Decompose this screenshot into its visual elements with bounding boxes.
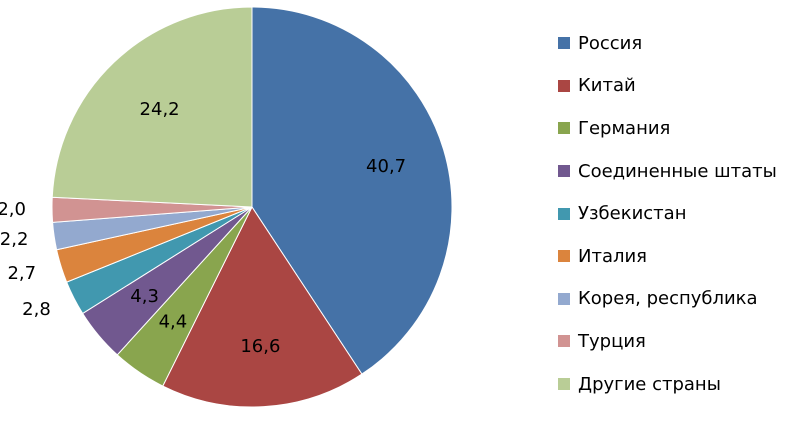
legend-item-2: Германия bbox=[558, 107, 794, 150]
legend-swatch-5 bbox=[558, 250, 570, 263]
legend-label-7: Турция bbox=[578, 330, 646, 352]
legend-label-8: Другие страны bbox=[578, 373, 721, 395]
pie-data-label-0: 40,7 bbox=[366, 156, 406, 177]
legend-swatch-1 bbox=[558, 79, 570, 92]
legend-item-6: Корея, республика bbox=[558, 278, 794, 321]
legend-label-4: Узбекистан bbox=[578, 203, 687, 225]
legend-item-7: Турция bbox=[558, 320, 794, 363]
chart-legend: Россия Китай Германия Соединенные штаты Узбе… bbox=[558, 22, 794, 405]
pie-data-label-3: 4,3 bbox=[130, 286, 159, 307]
legend-swatch-8 bbox=[558, 378, 570, 391]
legend-label-6: Корея, республика bbox=[578, 288, 758, 310]
legend-swatch-4 bbox=[558, 207, 570, 220]
legend-label-0: Россия bbox=[578, 32, 643, 54]
pie-data-label-4: 2,8 bbox=[22, 299, 51, 320]
pie-data-label-6: 2,2 bbox=[0, 229, 28, 250]
pie-slices bbox=[51, 6, 453, 408]
legend-swatch-7 bbox=[558, 335, 570, 348]
legend-swatch-6 bbox=[558, 292, 570, 305]
legend-item-4: Узбекистан bbox=[558, 192, 794, 235]
legend-item-1: Китай bbox=[558, 65, 794, 108]
pie-data-label-5: 2,7 bbox=[7, 263, 36, 284]
legend-swatch-3 bbox=[558, 165, 570, 178]
legend-item-5: Италия bbox=[558, 235, 794, 278]
legend-label-1: Китай bbox=[578, 75, 636, 97]
pie-data-label-8: 24,2 bbox=[140, 99, 180, 120]
legend-label-5: Италия bbox=[578, 245, 648, 267]
legend-item-8: Другие страны bbox=[558, 363, 794, 406]
pie-data-label-2: 4,4 bbox=[159, 312, 188, 333]
pie-data-label-1: 16,6 bbox=[240, 336, 280, 357]
pie-slice-8 bbox=[51, 6, 253, 208]
pie-slice-1 bbox=[162, 205, 363, 408]
pie-data-labels: 40,7 16,6 4,44,3 2,8 2,7 2,2 2,0 24,2 bbox=[0, 99, 406, 357]
legend-swatch-0 bbox=[558, 37, 570, 50]
legend-item-0: Россия bbox=[558, 22, 794, 65]
legend-item-3: Соединенные штаты bbox=[558, 150, 794, 193]
pie-data-label-7: 2,0 bbox=[0, 199, 26, 220]
legend-swatch-2 bbox=[558, 122, 570, 135]
legend-label-2: Германия bbox=[578, 117, 671, 139]
legend-label-3: Соединенные штаты bbox=[578, 160, 777, 182]
